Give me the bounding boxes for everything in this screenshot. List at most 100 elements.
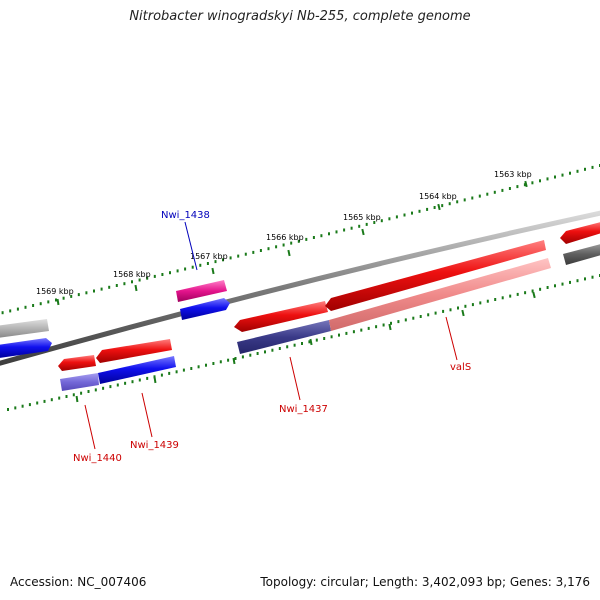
scale-dot: [50, 398, 53, 402]
scale-dot: [264, 350, 266, 354]
scale-dot: [278, 347, 281, 350]
scale-dot: [271, 348, 274, 352]
gene-nwi-1438[interactable]: [176, 280, 227, 302]
scale-dot: [286, 345, 289, 349]
scale-dot: [546, 286, 549, 289]
scale-dot: [206, 262, 209, 265]
scale-dot: [323, 337, 326, 340]
scale-dot: [138, 278, 141, 282]
scale-dot: [335, 230, 338, 234]
gene-label-nwi-1439: Nwi_1439: [130, 392, 179, 451]
scale-dot: [43, 399, 46, 403]
gene-red-upper-2[interactable]: [325, 240, 546, 311]
scale-label-1563: 1563 kbp: [494, 170, 532, 179]
outer-dots: [1, 164, 600, 315]
scale-dot: [493, 190, 496, 194]
scale-dot: [234, 357, 237, 360]
scale-dot: [308, 340, 311, 344]
gene-red-right[interactable]: [560, 221, 600, 244]
gene-label-nwi-1440: Nwi_1440: [73, 404, 122, 464]
scale-label-1564: 1564 kbp: [419, 192, 457, 201]
scale-dot: [576, 279, 579, 283]
scale-dot: [457, 306, 459, 310]
scale-label-1567: 1567 kbp: [190, 252, 228, 261]
scale-dot: [442, 309, 445, 313]
gene-nwi-1438-partner[interactable]: [180, 298, 230, 320]
scale-dot: [463, 198, 466, 202]
scale-dot: [539, 287, 542, 291]
scale-dot: [531, 181, 534, 185]
inner-scale-track: [7, 274, 600, 411]
scale-dot: [100, 287, 103, 291]
scale-dot: [161, 273, 164, 276]
scale-dot: [197, 365, 200, 369]
scale-dot: [190, 367, 193, 370]
scale-dot: [184, 267, 187, 271]
scale-dot: [449, 308, 452, 312]
scale-dot: [205, 363, 207, 367]
scale-dot: [479, 301, 482, 305]
gene-nwi-1439[interactable]: [98, 356, 176, 384]
scale-dot: [39, 302, 42, 306]
scale-dot: [546, 177, 549, 181]
scale-dot: [561, 173, 564, 177]
scale-dot: [494, 298, 497, 301]
scale-dot: [36, 401, 39, 405]
scale-dot: [124, 381, 127, 385]
scale-dot: [244, 252, 247, 256]
scale-dot: [212, 362, 215, 365]
scale-dot: [501, 296, 504, 300]
scale-dot: [146, 276, 149, 280]
scale-dot: [320, 234, 323, 238]
scale-dot: [267, 247, 270, 251]
scale-dot: [222, 258, 224, 262]
gene-vals[interactable]: [329, 258, 551, 331]
scale-dot: [345, 331, 348, 335]
scale-dot: [241, 355, 244, 359]
scale-dot: [160, 373, 163, 377]
gene-label-nwi-1438: Nwi_1438: [161, 210, 210, 271]
gene-block-gray[interactable]: [0, 319, 49, 338]
scale-dot: [115, 284, 118, 287]
scale-dot: [508, 187, 511, 190]
scale-dot: [138, 378, 141, 382]
scale-dot: [388, 217, 391, 221]
scale-dot: [569, 171, 571, 175]
scale-dot: [70, 294, 73, 298]
scale-dot: [102, 386, 105, 390]
scale-dot: [72, 393, 75, 397]
genome-backbone: [0, 210, 600, 366]
scale-dot: [256, 352, 259, 355]
gene-red-upper-1[interactable]: [234, 301, 328, 332]
gene-nwi-1437[interactable]: [237, 320, 331, 354]
scale-dot: [501, 188, 504, 192]
label-nwi-1438: Nwi_1438: [161, 210, 210, 221]
gene-nwi-1440[interactable]: [60, 373, 99, 391]
scale-dot: [93, 289, 95, 293]
gene-red-lower-b[interactable]: [96, 339, 172, 363]
scale-dot: [214, 260, 217, 264]
scale-dot: [360, 328, 363, 332]
scale-dot: [373, 221, 376, 224]
scale-dot: [516, 185, 519, 189]
scale-dot: [199, 263, 202, 267]
scale-dot: [569, 280, 571, 284]
scale-dot: [591, 275, 594, 279]
scale-dot: [441, 204, 444, 208]
gene-blue-left[interactable]: [0, 338, 52, 358]
scale-dot: [229, 256, 232, 260]
scale-dot: [343, 228, 346, 232]
scale-dot: [123, 282, 126, 286]
scale-dot: [382, 323, 385, 327]
scale-dot: [116, 383, 119, 387]
scale-dot: [32, 304, 35, 307]
scale-dot: [539, 179, 541, 183]
genome-summary: Topology: circular; Length: 3,402,093 bp…: [260, 575, 590, 589]
gene-red-lower-a[interactable]: [58, 355, 96, 371]
scale-dot: [486, 299, 489, 303]
scale-dot: [21, 404, 24, 408]
scale-dot: [191, 265, 194, 269]
gene-dark-right[interactable]: [563, 243, 600, 265]
scale-dot: [380, 219, 383, 223]
